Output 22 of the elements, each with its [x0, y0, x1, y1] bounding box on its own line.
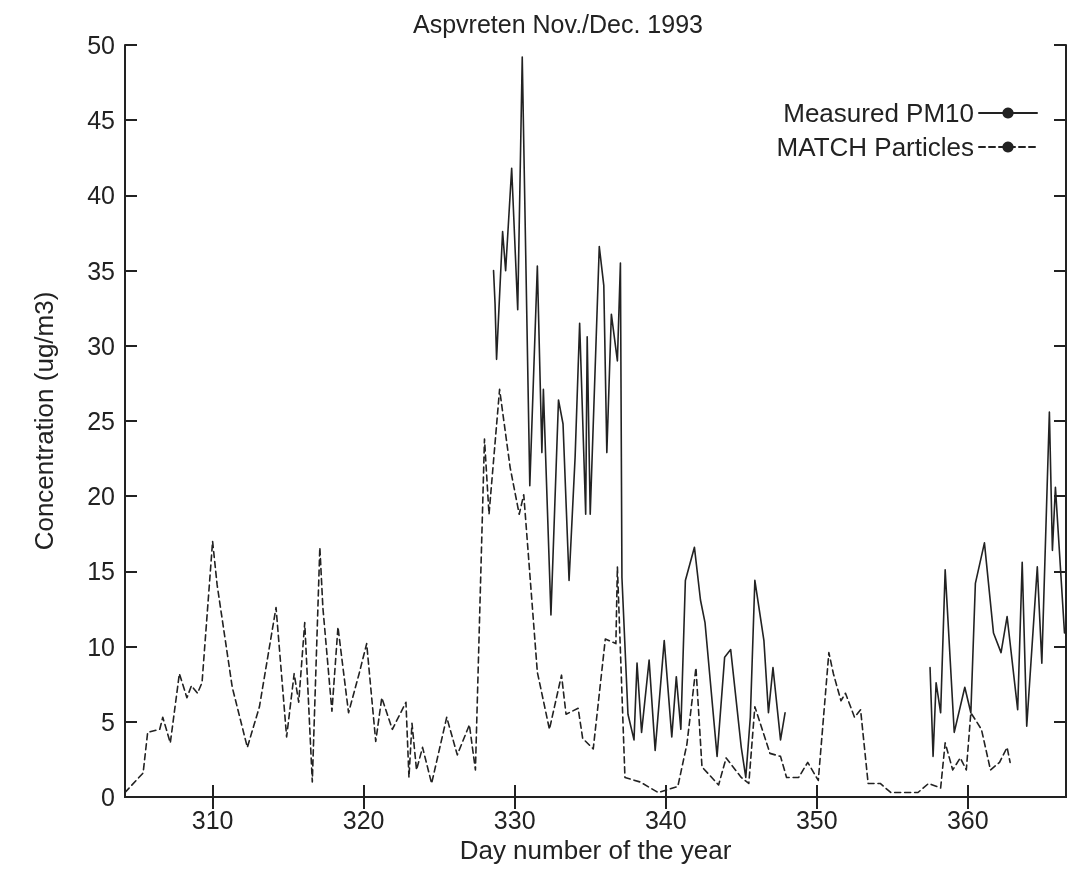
x-tick-label: 320: [342, 805, 385, 834]
y-tick-label: 35: [87, 256, 115, 285]
y-tick-label: 15: [87, 557, 115, 586]
x-tick-label: 350: [795, 805, 838, 834]
legend-label: MATCH Particles: [776, 132, 974, 162]
y-tick-label: 20: [87, 482, 115, 511]
y-tick-label: 25: [87, 407, 115, 435]
y-axis-title: Concentration (ug/m3): [29, 291, 59, 551]
y-tick-label: 0: [101, 783, 115, 811]
y-tick-label: 50: [87, 31, 115, 59]
y-tick-label: 5: [101, 707, 115, 736]
chart-title: Aspvreten Nov./Dec. 1993: [413, 9, 703, 38]
x-tick-label: 310: [191, 805, 234, 834]
x-tick-label: 330: [493, 805, 536, 834]
y-tick-label: 40: [87, 181, 115, 210]
x-axis-title: Day number of the year: [459, 834, 732, 865]
x-tick-label: 360: [946, 805, 989, 834]
y-tick-label: 45: [87, 106, 115, 135]
x-tick-label: 340: [644, 805, 687, 834]
legend-label: Measured PM10: [783, 98, 974, 128]
y-tick-label: 30: [87, 331, 115, 360]
y-tick-label: 10: [87, 632, 115, 661]
